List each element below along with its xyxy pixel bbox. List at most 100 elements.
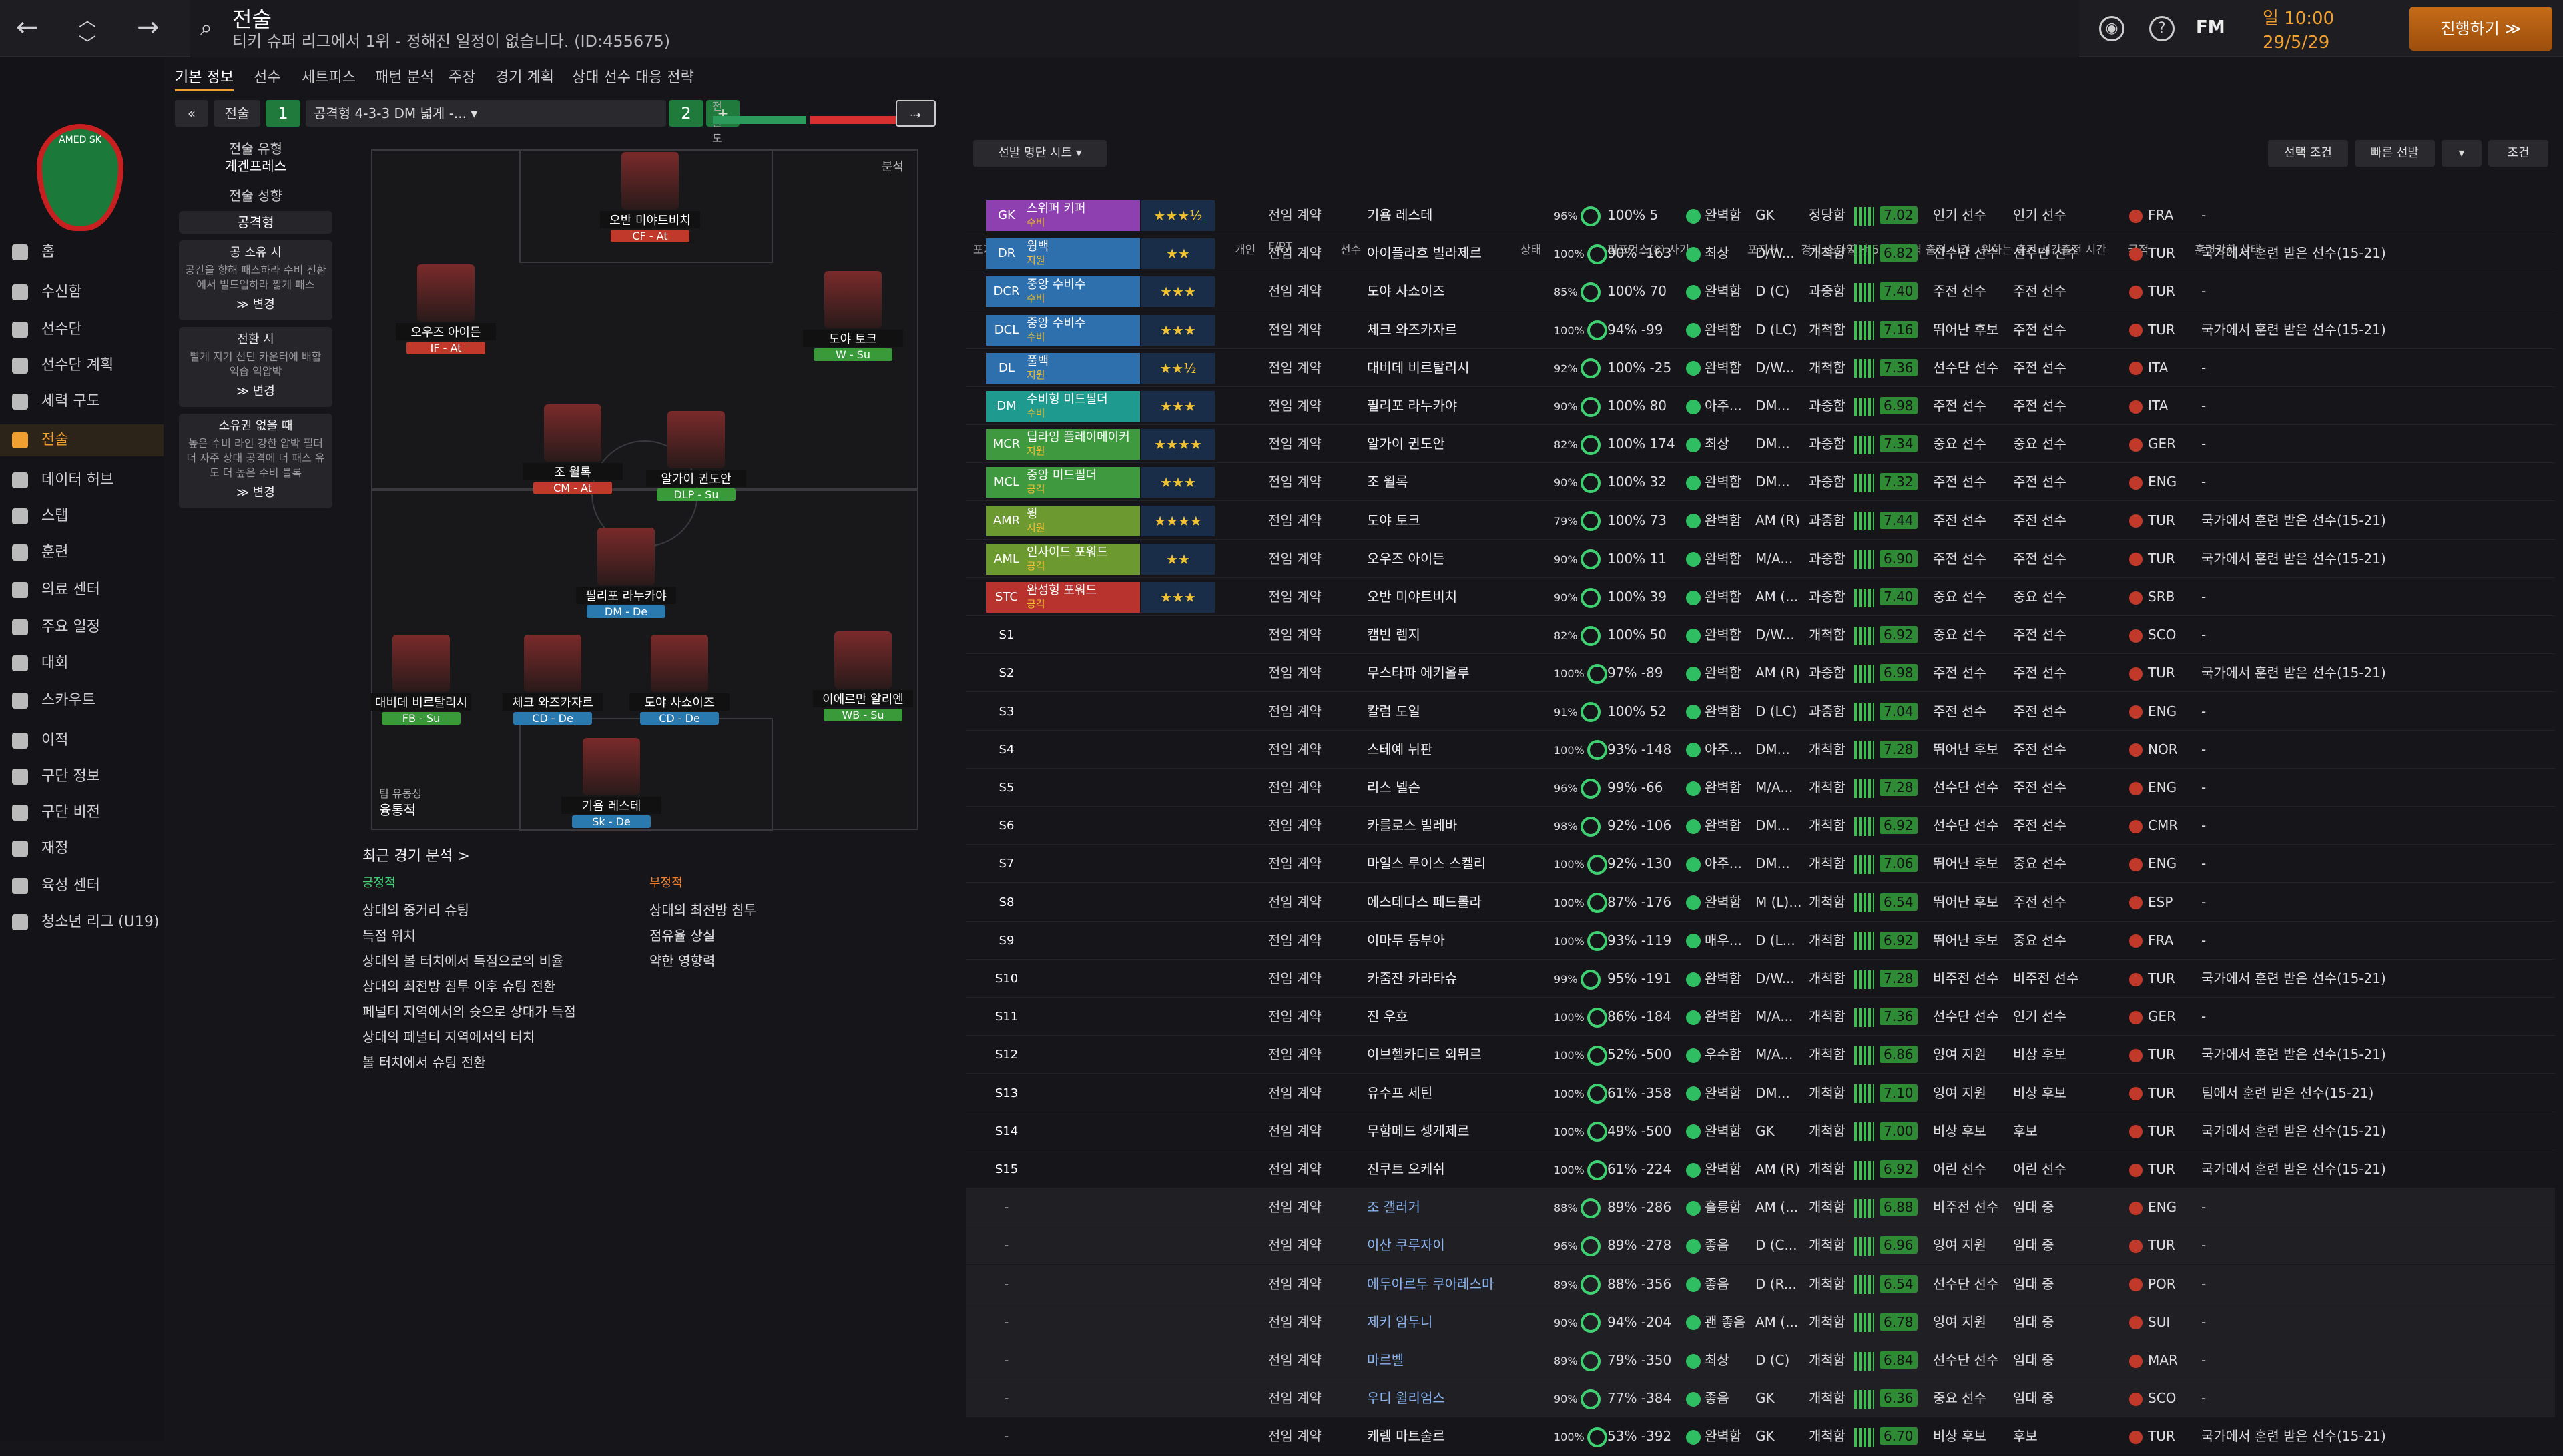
in-possession-box[interactable]: 공 소유 시 공간을 향해 패스하라 수비 전환에서 빌드업하라 짧게 패스 ≫…: [179, 240, 332, 320]
transition-box[interactable]: 전환 시 빨게 지기 선딘 카운터에 배합 역습 역압박 ≫ 변경: [179, 327, 332, 407]
collapse-icon[interactable]: «: [175, 100, 208, 127]
row-position[interactable]: S8: [999, 895, 1015, 909]
row-role[interactable]: 수비형 미드필더 수비: [1027, 391, 1140, 422]
selection-conditions-button[interactable]: 선택 조건: [2268, 140, 2348, 167]
row-position[interactable]: -: [1004, 1277, 1009, 1291]
transition-change[interactable]: ≫ 변경: [236, 384, 275, 398]
table-row[interactable]: DL 풀백 지원 ★★½ 전임 계약 대비데 비르탈리시 92% 100% -25 완벽함 D/W…: [966, 349, 2555, 387]
expand-icon[interactable]: ⇢: [896, 100, 936, 127]
player-name[interactable]: 도야 토크: [1367, 512, 1420, 528]
row-role[interactable]: 중앙 수비수 수비: [1027, 314, 1140, 346]
row-position[interactable]: S12: [994, 1048, 1019, 1062]
out-possession-change[interactable]: ≫ 변경: [236, 486, 275, 500]
pitch-player[interactable]: 오우즈 아이든 IF - At: [396, 264, 496, 354]
player-name[interactable]: 카를로스 빌레바: [1367, 817, 1458, 834]
row-position[interactable]: DR: [986, 238, 1027, 270]
player-name[interactable]: 캠빈 렘지: [1367, 627, 1420, 643]
player-role[interactable]: DLP - Su: [657, 488, 736, 501]
player-role[interactable]: FB - Su: [382, 712, 461, 725]
player-role[interactable]: IF - At: [406, 342, 485, 354]
player-name[interactable]: 오반 미야트비치: [1367, 589, 1458, 605]
row-position[interactable]: DL: [986, 352, 1027, 384]
player-role[interactable]: W - Su: [814, 348, 892, 361]
player-name[interactable]: 대비데 비르탈리시: [1367, 359, 1470, 376]
row-position[interactable]: S9: [999, 933, 1015, 948]
tactic-menu[interactable]: 전술: [214, 100, 260, 127]
sidebar-item-6[interactable]: 데이터 허브: [0, 464, 164, 496]
tab-5[interactable]: 경기 계획: [495, 69, 554, 86]
player-role[interactable]: CD - De: [640, 712, 719, 725]
table-row[interactable]: S8 전임 계약 에스테다스 페드롤라 100% 87% -176 완벽함 M (L)...…: [966, 883, 2555, 922]
player-name[interactable]: 이브헬카디르 외뮈르: [1367, 1046, 1482, 1063]
column-header[interactable]: F/PT: [1268, 240, 1293, 254]
table-row[interactable]: - 전임 계약 조 갤러거 88% 89% -286 훌륭함 AM (... 개척함 6.88 비…: [966, 1188, 2555, 1227]
help-icon[interactable]: ?: [2149, 16, 2175, 41]
table-row[interactable]: S11 전임 계약 진 우호 100% 86% -184 완벽함 M/A... 개척함 7.36…: [966, 998, 2555, 1036]
pitch-player[interactable]: 조 윌록 CM - At: [523, 404, 623, 494]
globe-icon[interactable]: ◉: [2099, 16, 2124, 41]
chevron-up-icon[interactable]: ︿: [79, 11, 97, 31]
row-position[interactable]: GK: [986, 200, 1027, 231]
sidebar-item-11[interactable]: 대회: [0, 647, 164, 679]
table-row[interactable]: - 전임 계약 에두아르두 쿠아레스마 89% 88% -356 좋음 D (R... 개척함…: [966, 1264, 2555, 1303]
row-position[interactable]: S11: [994, 1010, 1019, 1024]
sidebar-item-3[interactable]: 선수단 계획: [0, 350, 164, 382]
player-name[interactable]: 조 갤러거: [1367, 1199, 1420, 1216]
player-name[interactable]: 알가이 귄도안: [1367, 436, 1445, 452]
table-row[interactable]: S15 전임 계약 진쿠트 오케쉬 100% 61% -224 완벽함 AM (R) 개척함 6…: [966, 1150, 2555, 1188]
table-row[interactable]: - 전임 계약 마르벨 89% 79% -350 최상 D (C) 개척함 6.84 선수단 선수…: [966, 1341, 2555, 1379]
column-header[interactable]: 포지션: [1747, 244, 1779, 257]
player-role[interactable]: CM - At: [533, 482, 612, 494]
table-row[interactable]: S4 전임 계약 스테예 뉘판 100% 93% -148 아주... DM... 개척함 7.…: [966, 731, 2555, 769]
sidebar-item-5[interactable]: 전술: [0, 424, 164, 456]
row-position[interactable]: MCR: [986, 429, 1027, 460]
player-role[interactable]: Sk - De: [572, 815, 651, 828]
table-row[interactable]: MCR 딥라잉 플레이메이커 지원 ★★★★ 전임 계약 알가이 귄도안 82% 100% 1…: [966, 425, 2555, 464]
row-role[interactable]: 중앙 미드필더 공격: [1027, 467, 1140, 498]
row-position[interactable]: -: [1004, 1238, 1009, 1253]
column-header[interactable]: 원하는 출전 시간: [1981, 244, 2062, 257]
row-position[interactable]: S5: [999, 781, 1015, 795]
back-arrow-icon[interactable]: ←: [16, 12, 39, 43]
row-role[interactable]: 윙백 지원: [1027, 238, 1140, 270]
row-role[interactable]: 스위퍼 키퍼 수비: [1027, 200, 1140, 231]
table-row[interactable]: GK 스위퍼 키퍼 수비 ★★★½ 전임 계약 기욤 레스테 96% 100% 5 완벽함 GK 정…: [966, 196, 2555, 234]
mentality-select[interactable]: 공격형: [179, 211, 332, 234]
player-role[interactable]: CF - At: [611, 230, 689, 242]
column-header[interactable]: 퍼포먼스(8) 사기: [1607, 244, 1690, 257]
row-position[interactable]: S1: [999, 628, 1015, 643]
table-row[interactable]: S13 전임 계약 유수프 세틴 100% 61% -358 완벽함 DM... 개척함 7.1…: [966, 1074, 2555, 1112]
player-name[interactable]: 스테예 뉘판: [1367, 741, 1433, 757]
player-name[interactable]: 칼럼 도일: [1367, 703, 1420, 719]
column-header[interactable]: 상태: [1520, 244, 1542, 257]
player-name[interactable]: 진 우호: [1367, 1008, 1408, 1025]
table-row[interactable]: S14 전임 계약 무함메드 셍게제르 100% 49% -500 완벽함 GK 개척함 7.0…: [966, 1112, 2555, 1150]
sidebar-item-18[interactable]: 청소년 리그 (U19): [0, 906, 164, 938]
table-row[interactable]: S2 전임 계약 무스타파 에키올루 100% 97% -89 완벽함 AM (R) 과중함 6…: [966, 654, 2555, 693]
table-row[interactable]: S1 전임 계약 캠빈 렘지 82% 100% 50 완벽함 D/W... 개척함 6.92 중요…: [966, 616, 2555, 655]
table-row[interactable]: S6 전임 계약 카를로스 빌레바 98% 92% -106 완벽함 DM... 개척함 6.9…: [966, 807, 2555, 845]
pitch-player[interactable]: 도야 사쇼이즈 CD - De: [629, 635, 730, 725]
row-position[interactable]: S4: [999, 742, 1015, 757]
row-position[interactable]: -: [1004, 1315, 1009, 1329]
player-role[interactable]: DM - De: [587, 605, 665, 618]
row-position[interactable]: S15: [994, 1162, 1019, 1176]
column-header[interactable]: 실력 출전 시간: [1901, 244, 1971, 257]
player-name[interactable]: 마르벨: [1367, 1352, 1404, 1368]
player-name[interactable]: 무스타파 에키올루: [1367, 665, 1470, 681]
search-icon[interactable]: ⌕: [200, 15, 212, 40]
sidebar-item-1[interactable]: 수신함: [0, 276, 164, 308]
sidebar-item-4[interactable]: 세력 구도: [0, 386, 164, 418]
player-name[interactable]: 도야 사쇼이즈: [1367, 283, 1445, 300]
row-position[interactable]: DCR: [986, 276, 1027, 308]
in-possession-change[interactable]: ≫ 변경: [236, 298, 275, 312]
player-role[interactable]: CD - De: [513, 712, 592, 725]
row-role[interactable]: 윙 지원: [1027, 505, 1140, 536]
player-name[interactable]: 케렘 마트술르: [1367, 1428, 1445, 1445]
row-position[interactable]: -: [1004, 1429, 1009, 1444]
player-name[interactable]: 이마두 동부아: [1367, 932, 1445, 948]
sidebar-item-7[interactable]: 스탭: [0, 500, 164, 532]
row-position[interactable]: S14: [994, 1124, 1019, 1138]
table-row[interactable]: AMR 윙 지원 ★★★★ 전임 계약 도야 토크 79% 100% 73 완벽함 AM (R) 과…: [966, 502, 2555, 540]
row-position[interactable]: -: [1004, 1200, 1009, 1215]
